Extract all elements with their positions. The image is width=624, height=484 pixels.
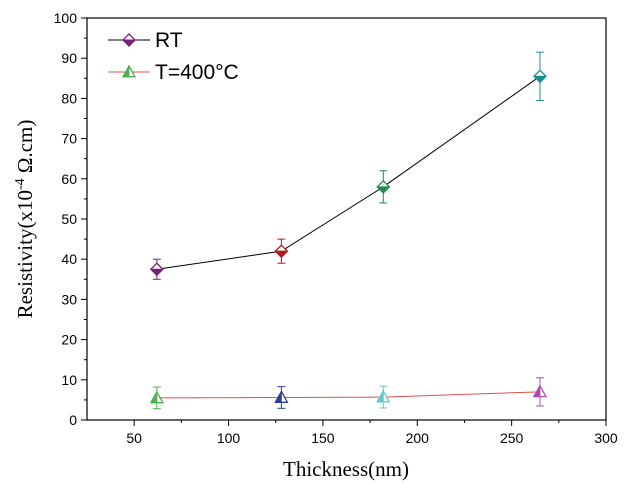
data-point [149,390,164,404]
legend-item-2: T=400°C [108,61,239,84]
data-point [532,69,548,84]
x-tick-label-300: 300 [594,430,618,446]
y-tick-label-60: 60 [61,171,77,187]
data-point [149,262,165,277]
legend-item-1: RT [108,29,183,52]
x-tick-label-50: 50 [126,430,142,446]
y-tick-label-10: 10 [61,372,77,388]
y-axis-title-suffix: Ω.cm) [13,120,37,179]
y-axis-title-prefix: Resistivity(x10 [13,190,37,318]
series-1 [149,51,548,280]
y-axis: 0 10 20 30 40 50 60 70 80 90 100 [54,10,87,428]
y-tick-label-20: 20 [61,332,77,348]
y-axis-title: Resistivity(x10-4 Ω.cm) [13,120,37,319]
legend-label: RT [155,29,183,52]
y-tick-label-100: 100 [54,10,78,26]
y-tick-label-0: 0 [69,412,77,428]
y-tick-label-80: 80 [61,90,77,106]
y-tick-label-30: 30 [61,291,77,307]
y-axis-title-exponent: -4 [13,178,28,190]
x-tick-label-250: 250 [500,430,524,446]
x-tick-label-200: 200 [406,430,430,446]
legend-marker [121,64,137,78]
data-point [274,389,289,403]
y-tick-label-70: 70 [61,131,77,147]
legend-label: T=400°C [155,61,239,84]
data-point [376,389,391,403]
series-layer [149,51,548,410]
data-point [274,244,289,259]
series-2 [149,377,548,410]
x-axis: 50 100 150 200 250 300 [126,420,618,446]
y-tick-label-40: 40 [61,251,77,267]
y-tick-label-90: 90 [61,50,77,66]
series-line-1 [156,75,541,270]
legend: RT T=400°C [108,29,239,84]
x-tick-label-150: 150 [311,430,335,446]
data-point [532,384,548,398]
x-axis-title: Thickness(nm) [283,457,409,481]
legend-marker [121,33,137,47]
y-tick-label-50: 50 [61,211,77,227]
data-point [376,179,391,194]
x-tick-label-100: 100 [217,430,241,446]
series-line-2 [156,391,540,399]
